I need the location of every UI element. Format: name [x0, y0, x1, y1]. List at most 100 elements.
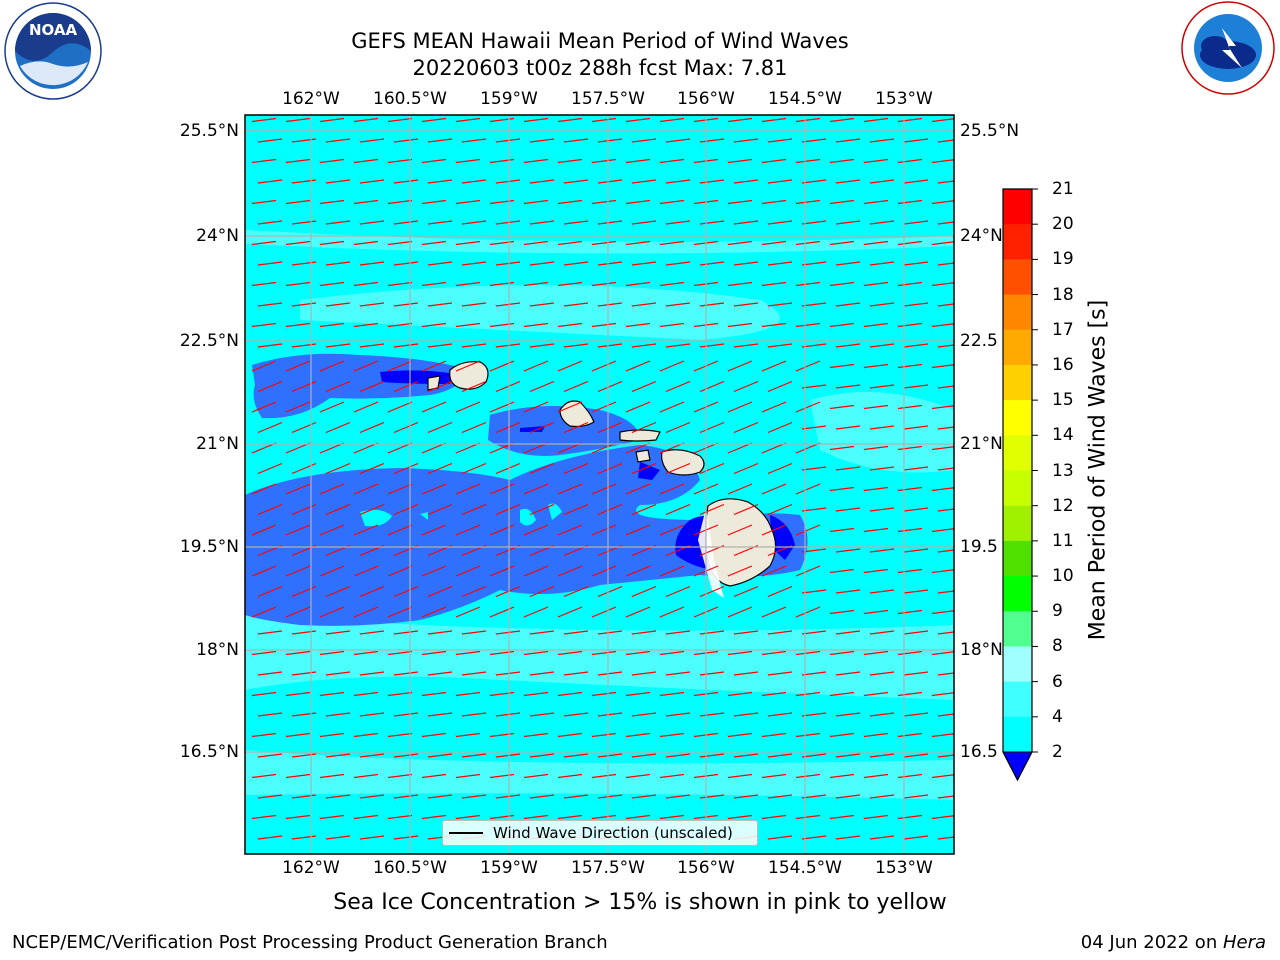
wind-arrow: [870, 630, 895, 634]
wind-arrow: [422, 158, 447, 163]
lat-label-left: 24°N: [196, 226, 239, 246]
wind-arrow: [938, 590, 954, 593]
wind-arrow: [932, 610, 954, 614]
wind-arrow: [286, 360, 311, 371]
wind-arrow: [830, 691, 855, 696]
colorbar-tick-label: 6: [1052, 671, 1063, 692]
wind-arrow: [462, 503, 487, 515]
wind-arrow: [394, 302, 419, 306]
wind-arrow: [802, 835, 827, 839]
wind-wave-direction-arrows: [252, 117, 954, 840]
wind-arrow: [904, 589, 929, 593]
lon-label-top: 162°W: [282, 89, 340, 109]
wind-arrow: [762, 158, 787, 163]
wind-arrow: [320, 240, 345, 245]
wind-arrow: [768, 835, 793, 839]
wind-arrow: [932, 487, 954, 491]
wind-arrow: [802, 343, 827, 347]
wind-arrow: [802, 671, 827, 675]
wind-arrow: [388, 814, 413, 819]
wind-arrow: [666, 421, 691, 433]
wind-arrow: [530, 302, 555, 306]
wind-arrow: [286, 650, 311, 655]
wind-arrow: [524, 650, 549, 655]
wind-arrow: [836, 179, 861, 183]
wind-arrow: [530, 380, 555, 392]
wind-arrow: [734, 138, 759, 142]
wind-arrow: [524, 691, 549, 696]
title-line-1: GEFS MEAN Hawaii Mean Period of Wind Wav…: [351, 29, 849, 53]
wind-arrow: [898, 814, 923, 819]
wind-arrow: [904, 138, 929, 142]
wind-arrow: [496, 712, 521, 716]
wind-arrow: [598, 671, 623, 675]
wind-arrow: [422, 322, 447, 327]
islands: [427, 361, 777, 587]
wind-arrow: [496, 179, 521, 183]
wind-arrow: [530, 261, 555, 265]
wind-arrow: [728, 773, 753, 778]
wind-arrow: [796, 281, 821, 286]
wind-arrow: [360, 261, 385, 265]
wind-arrow: [388, 117, 413, 122]
wind-arrow: [802, 261, 827, 265]
nws-logo: [1181, 1, 1275, 95]
wind-arrow: [496, 343, 521, 347]
wind-arrow: [762, 199, 787, 204]
wind-arrow: [456, 281, 481, 286]
wind-arrow: [660, 606, 685, 617]
wind-arrow: [524, 773, 549, 778]
wind-arrow: [326, 712, 351, 716]
wind-arrow: [734, 794, 759, 798]
wind-arrow: [660, 240, 685, 245]
wind-arrow: [592, 322, 617, 327]
wind-arrow: [292, 462, 317, 474]
wind-arrow: [252, 814, 277, 819]
wind-arrow: [836, 220, 861, 224]
wind-arrow: [768, 343, 793, 347]
wind-arrow: [558, 650, 583, 655]
wind-arrow: [496, 671, 521, 675]
lon-label-top: 160.5°W: [373, 89, 447, 109]
wind-arrow: [938, 221, 954, 224]
wind-arrow: [762, 483, 787, 494]
wind-arrow: [938, 672, 954, 675]
wind-arrow: [292, 220, 317, 224]
wind-arrow: [864, 322, 889, 327]
wind-arrow: [728, 281, 753, 286]
wind-arrow: [286, 281, 311, 286]
wind-arrow: [422, 442, 447, 453]
wind-arrow: [870, 220, 895, 224]
wind-arrow: [592, 401, 617, 412]
wind-arrow: [258, 503, 283, 515]
wind-arrow: [762, 732, 787, 737]
wind-arrow: [796, 606, 821, 617]
wind-arrow: [558, 691, 583, 696]
wind-arrow: [490, 650, 515, 655]
wind-arrow: [564, 462, 589, 474]
wind-arrow: [286, 240, 311, 245]
wind-arrow: [496, 462, 521, 474]
wind-arrow: [286, 606, 311, 617]
wind-arrow: [422, 773, 447, 778]
wind-arrow: [422, 732, 447, 737]
wind-arrow: [558, 773, 583, 778]
wind-arrow: [836, 794, 861, 798]
wind-arrow: [564, 179, 589, 183]
wind-arrow: [932, 364, 954, 368]
wind-arrow: [728, 158, 753, 163]
wind-arrow: [286, 442, 311, 453]
wind-arrow: [286, 401, 311, 412]
wind-arrow: [598, 503, 623, 515]
wind-arrow: [728, 483, 753, 494]
wind-arrow: [354, 565, 379, 576]
wind-arrow: [326, 302, 351, 306]
wind-arrow: [802, 466, 827, 470]
wind-arrow: [660, 322, 685, 327]
wind-arrow: [354, 158, 379, 163]
wind-arrow: [768, 138, 793, 142]
wind-arrow: [870, 548, 895, 552]
island-molokai: [619, 429, 661, 442]
wind-arrow: [796, 691, 821, 696]
colorbar-tick-label: 4: [1052, 706, 1063, 727]
